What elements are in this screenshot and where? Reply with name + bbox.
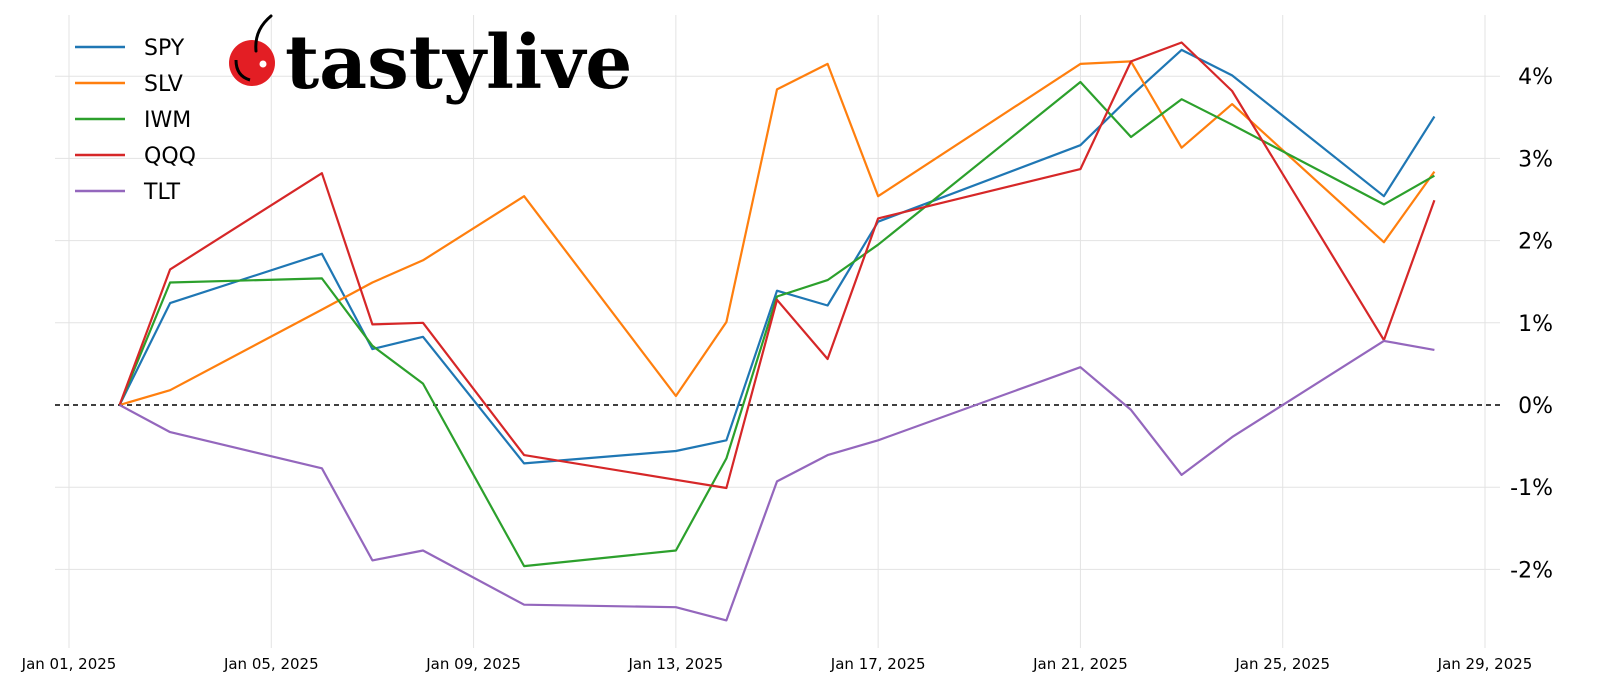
legend-item-tlt: TLT <box>75 180 181 205</box>
legend: SPY SLV IWM QQQ TLT <box>75 36 196 205</box>
x-tick-label: Jan 29, 2025 <box>1437 655 1533 673</box>
y-axis-ticks: -2% -1% 0% 1% 2% 3% 4% <box>1510 65 1553 583</box>
cherry-shine <box>234 59 251 82</box>
series-line-spy <box>118 48 1436 465</box>
series-tlt <box>119 339 1435 622</box>
legend-item-slv: SLV <box>75 72 183 97</box>
y-tick-label: 4% <box>1518 65 1553 90</box>
x-tick-label: Jan 09, 2025 <box>425 655 521 673</box>
y-tick-label: 2% <box>1518 230 1553 255</box>
cherry-highlight <box>259 60 267 68</box>
y-tick-label: 1% <box>1518 312 1553 337</box>
x-tick-label: Jan 13, 2025 <box>628 655 724 673</box>
series-line-slv <box>119 60 1436 407</box>
series-lines <box>118 41 1436 622</box>
y-tick-label: -2% <box>1510 558 1553 583</box>
y-tick-label: 3% <box>1518 147 1553 172</box>
x-tick-label: Jan 17, 2025 <box>830 655 926 673</box>
series-line-qqq <box>118 41 1436 490</box>
x-tick-label: Jan 25, 2025 <box>1234 655 1330 673</box>
cherry-stem <box>254 14 273 53</box>
series-iwm <box>118 80 1435 568</box>
legend-label: IWM <box>144 108 191 133</box>
series-line-iwm <box>118 80 1435 568</box>
series-line-tlt <box>119 339 1435 622</box>
legend-item-qqq: QQQ <box>75 144 196 169</box>
grid <box>55 15 1500 648</box>
x-tick-label: Jan 01, 2025 <box>21 655 117 673</box>
tastylive-logo: tastylive <box>229 14 632 106</box>
series-spy <box>118 48 1436 465</box>
series-slv <box>119 60 1436 407</box>
legend-item-spy: SPY <box>75 36 185 61</box>
x-tick-label: Jan 05, 2025 <box>223 655 319 673</box>
x-axis-ticks: Jan 01, 2025 Jan 05, 2025 Jan 09, 2025 Jan … <box>21 655 1533 673</box>
legend-item-iwm: IWM <box>75 108 191 133</box>
y-tick-label: 0% <box>1518 394 1553 419</box>
logo-text: tastylive <box>285 20 632 106</box>
legend-label: QQQ <box>144 144 196 169</box>
y-tick-label: -1% <box>1510 476 1553 501</box>
x-tick-label: Jan 21, 2025 <box>1032 655 1128 673</box>
legend-label: SPY <box>144 36 185 61</box>
legend-label: TLT <box>143 180 181 205</box>
legend-label: SLV <box>144 72 183 97</box>
